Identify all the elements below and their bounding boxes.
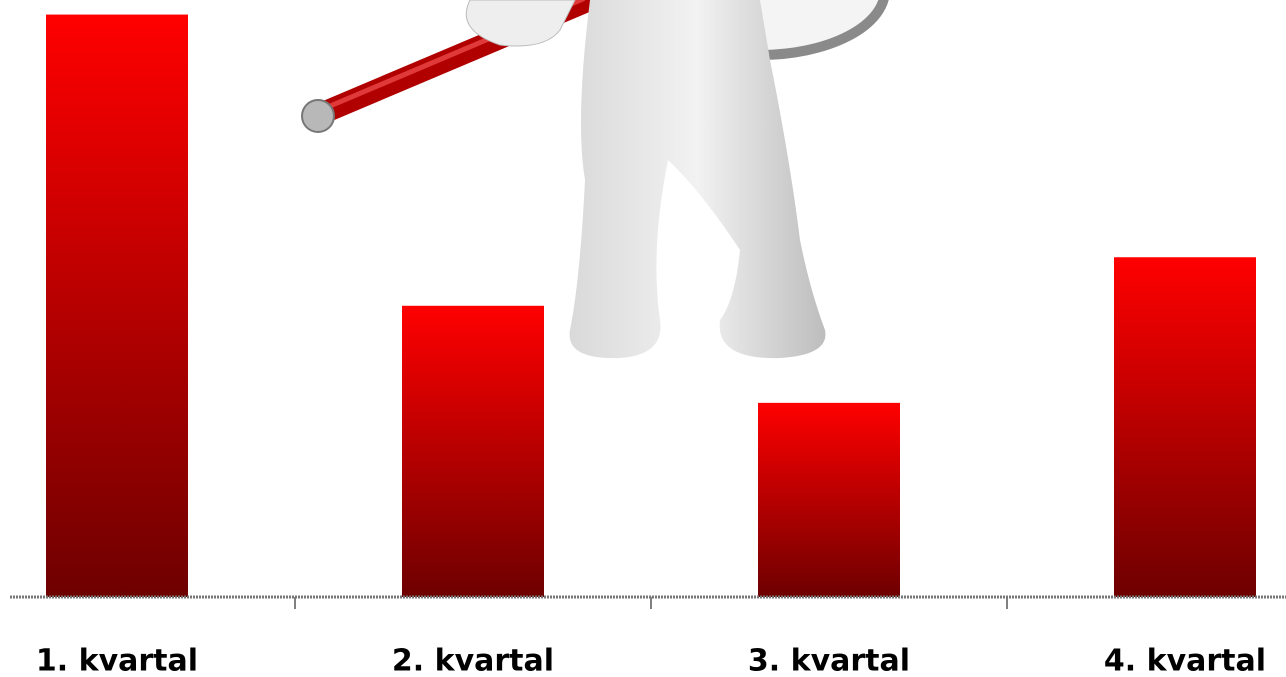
x-tick-label: 3. kvartal: [748, 644, 910, 677]
x-tick-label: 2. kvartal: [392, 644, 554, 677]
chart: 1. kvartal 2. kvartal 3. kvartal 4. kvartal: [0, 0, 1286, 677]
page: 1. kvartal 2. kvartal 3. kvartal 4. kvartal…: [0, 0, 1286, 677]
x-tick-label: 1. kvartal: [36, 644, 198, 677]
bar: [46, 15, 188, 597]
bar: [402, 306, 544, 597]
x-tick-label: 4. kvartal: [1104, 644, 1266, 677]
illustration: [302, 0, 885, 358]
bar: [758, 403, 900, 597]
bar: [1114, 257, 1256, 597]
